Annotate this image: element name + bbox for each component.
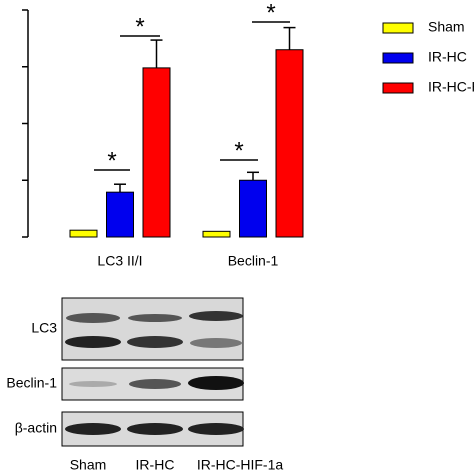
x-tick-label: LC3 II/I bbox=[97, 253, 142, 269]
bar bbox=[142, 67, 171, 238]
blot-lane-label: IR-HC-HIF-1a bbox=[197, 457, 284, 473]
western-blot bbox=[61, 297, 244, 447]
blot-row-label: Beclin-1 bbox=[6, 375, 57, 391]
legend-swatch bbox=[382, 82, 414, 94]
bar bbox=[239, 179, 267, 238]
band bbox=[65, 423, 121, 435]
legend-swatch bbox=[382, 52, 414, 64]
significance-star: * bbox=[266, 0, 275, 26]
band bbox=[69, 381, 117, 387]
blot-lane-label: IR-HC bbox=[136, 457, 175, 473]
band bbox=[66, 313, 120, 323]
blot-row-label: β-actin bbox=[15, 420, 57, 436]
bar bbox=[69, 229, 98, 238]
band bbox=[188, 376, 244, 390]
bar bbox=[106, 191, 134, 238]
band bbox=[127, 423, 183, 435]
legend-label: IR-HC-HIF-1a bbox=[428, 79, 474, 95]
significance-star: * bbox=[107, 147, 116, 174]
blot-lane-label: Sham bbox=[70, 457, 107, 473]
significance-star: * bbox=[135, 13, 144, 40]
legend-label: IR-HC bbox=[428, 49, 467, 65]
band bbox=[190, 338, 242, 348]
legend-swatch bbox=[382, 22, 414, 34]
band bbox=[188, 423, 244, 435]
bar bbox=[275, 49, 304, 238]
significance-star: * bbox=[234, 137, 243, 164]
band bbox=[127, 336, 183, 348]
band bbox=[189, 311, 243, 321]
band bbox=[128, 314, 182, 322]
blot-panel bbox=[61, 297, 244, 361]
bar bbox=[202, 230, 231, 238]
band bbox=[129, 379, 181, 389]
blot-row-label: LC3 bbox=[31, 320, 57, 336]
legend-label: Sham bbox=[428, 19, 465, 35]
band bbox=[65, 336, 121, 348]
x-tick-label: Beclin-1 bbox=[228, 253, 279, 269]
